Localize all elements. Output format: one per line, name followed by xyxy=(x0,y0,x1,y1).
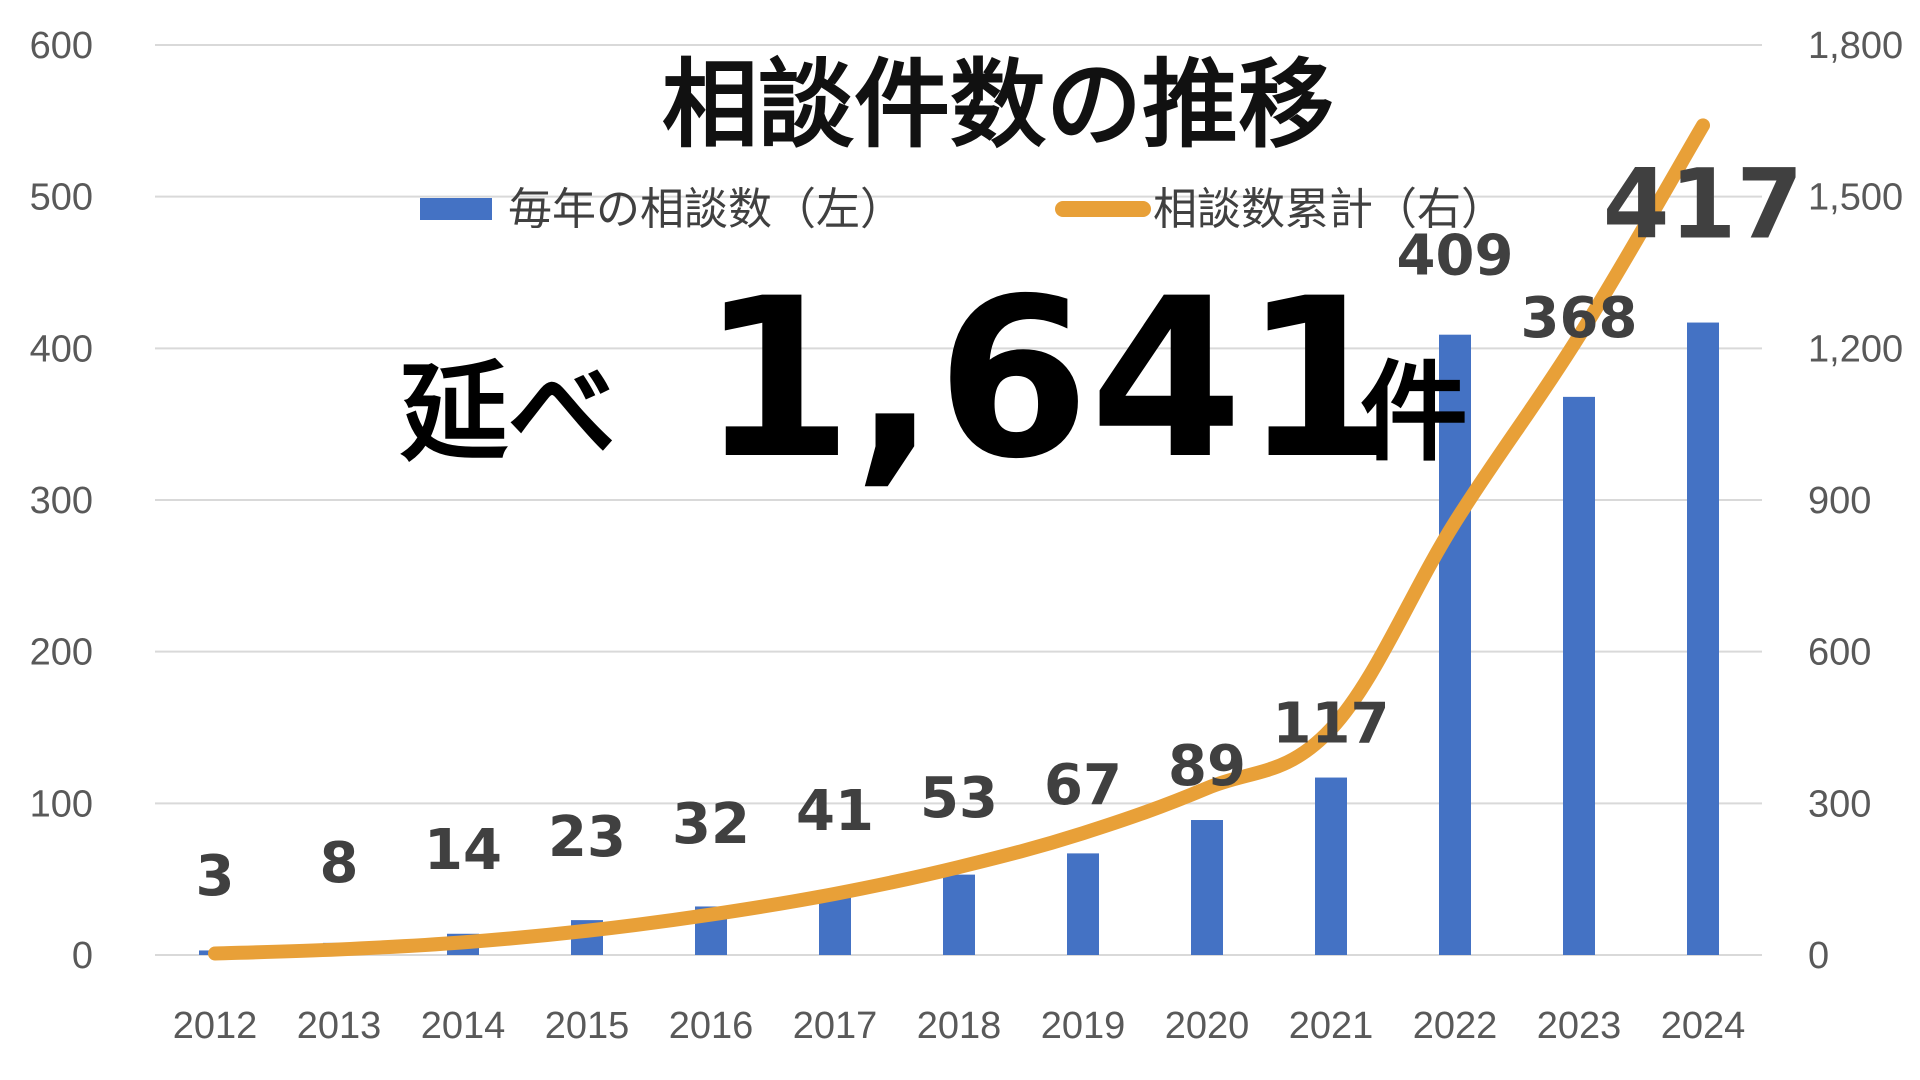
data-label: 117 xyxy=(1273,692,1390,757)
bar xyxy=(1315,777,1347,955)
callout-prefix: 延べ xyxy=(400,351,616,476)
x-tick-label: 2020 xyxy=(1165,1005,1250,1047)
legend: 毎年の相談数（左） 相談数累計（右） xyxy=(420,184,1505,235)
left-tick-label: 100 xyxy=(30,783,93,825)
data-label: 67 xyxy=(1044,753,1122,818)
x-tick-label: 2017 xyxy=(793,1005,878,1047)
bar-series xyxy=(199,322,1719,955)
bar xyxy=(1191,820,1223,955)
legend-bar-swatch xyxy=(420,198,492,220)
left-tick-label: 0 xyxy=(72,935,93,977)
x-tick-label: 2016 xyxy=(669,1005,754,1047)
x-tick-label: 2023 xyxy=(1537,1005,1622,1047)
callout-suffix: 件 xyxy=(1360,351,1468,476)
right-tick-label: 1,500 xyxy=(1808,177,1903,219)
bar xyxy=(1439,334,1471,955)
legend-bar-label: 毎年の相談数（左） xyxy=(508,184,904,235)
right-tick-label: 300 xyxy=(1808,783,1871,825)
bar xyxy=(943,874,975,955)
bar xyxy=(1687,322,1719,955)
left-tick-label: 500 xyxy=(30,177,93,219)
x-tick-label: 2021 xyxy=(1289,1005,1374,1047)
x-axis: 2012 2013 2014 2015 2016 2017 2018 2019 2020 2021… xyxy=(173,1005,1746,1047)
x-tick-label: 2012 xyxy=(173,1005,258,1047)
data-label: 23 xyxy=(548,805,626,870)
right-tick-label: 1,800 xyxy=(1808,25,1903,67)
chart-title: 相談件数の推移 xyxy=(662,49,1334,161)
bar xyxy=(1563,396,1595,955)
x-tick-label: 2022 xyxy=(1413,1005,1498,1047)
x-tick-label: 2024 xyxy=(1661,1005,1746,1047)
data-label: 417 xyxy=(1603,149,1803,261)
data-label: 8 xyxy=(320,831,359,896)
data-label: 14 xyxy=(424,818,502,883)
x-tick-label: 2013 xyxy=(297,1005,382,1047)
data-label: 41 xyxy=(796,779,874,844)
grid-layer xyxy=(155,44,1762,956)
callout-number: 1,641 xyxy=(700,251,1396,507)
right-tick-label: 1,200 xyxy=(1808,328,1903,370)
data-label: 32 xyxy=(672,792,750,857)
right-tick-label: 0 xyxy=(1808,935,1829,977)
x-tick-label: 2018 xyxy=(917,1005,1002,1047)
legend-line-label: 相談数累計（右） xyxy=(1153,184,1505,235)
left-axis: 0 100 200 300 400 500 600 xyxy=(30,25,93,977)
line-series xyxy=(208,118,1710,961)
cumulative-line xyxy=(208,118,1710,961)
left-tick-label: 400 xyxy=(30,328,93,370)
left-tick-label: 300 xyxy=(30,480,93,522)
data-label: 53 xyxy=(920,766,998,831)
data-label: 89 xyxy=(1168,734,1246,799)
right-axis: 0 300 600 900 1,200 1,500 1,800 xyxy=(1808,25,1903,977)
left-tick-label: 200 xyxy=(30,632,93,674)
data-label: 368 xyxy=(1521,286,1638,351)
x-tick-label: 2019 xyxy=(1041,1005,1126,1047)
total-callout: 延べ 1,641 件 xyxy=(400,251,1468,507)
x-tick-label: 2015 xyxy=(545,1005,630,1047)
bar xyxy=(1067,853,1099,955)
x-tick-label: 2014 xyxy=(421,1005,506,1047)
right-tick-label: 900 xyxy=(1808,480,1871,522)
data-label: 3 xyxy=(196,844,235,909)
bar xyxy=(819,892,851,955)
left-tick-label: 600 xyxy=(30,25,93,67)
data-label: 409 xyxy=(1397,224,1514,289)
right-tick-label: 600 xyxy=(1808,632,1871,674)
